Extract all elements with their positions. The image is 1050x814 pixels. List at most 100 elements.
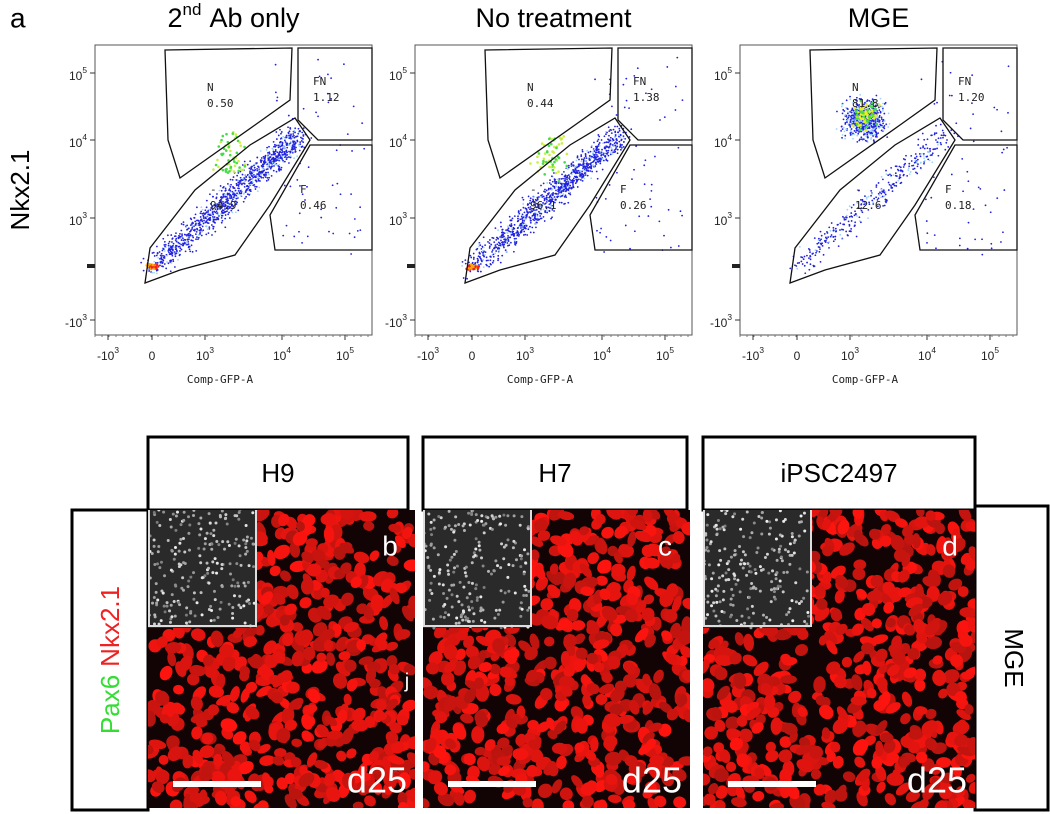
dot <box>617 134 620 136</box>
dot <box>883 112 886 115</box>
dot <box>828 246 830 249</box>
dot <box>612 128 615 131</box>
dot <box>266 168 269 170</box>
nucleus <box>305 538 318 547</box>
dot <box>211 215 214 218</box>
dot <box>949 71 952 74</box>
dot <box>184 250 187 253</box>
dot <box>557 143 561 146</box>
dot <box>616 125 619 128</box>
dot <box>537 219 539 222</box>
dot <box>856 129 859 132</box>
dot <box>619 143 622 146</box>
dot <box>479 252 481 255</box>
dot <box>852 203 855 206</box>
dot <box>228 207 231 209</box>
header-label: H7 <box>538 458 571 488</box>
dot <box>281 158 284 160</box>
inset-nucleus <box>237 544 241 548</box>
y-tick-label: 105 <box>714 65 732 83</box>
dot <box>272 169 275 172</box>
dot <box>533 217 536 219</box>
y-tick-label: -103 <box>710 312 732 330</box>
nucleus <box>346 678 358 692</box>
dot <box>228 188 231 190</box>
dot <box>873 197 876 200</box>
dot <box>302 138 304 140</box>
dot <box>531 210 534 213</box>
dot <box>501 236 503 239</box>
dot <box>240 168 243 172</box>
dot <box>195 219 198 222</box>
dot <box>253 166 256 169</box>
x-tick-label: 0 <box>469 349 476 363</box>
dot <box>547 188 550 191</box>
dot <box>565 164 569 168</box>
dot <box>236 196 239 198</box>
dot <box>609 128 612 131</box>
dot <box>866 133 869 136</box>
gate-value: 1.12 <box>313 91 340 104</box>
x-tick-label: 103 <box>196 345 214 363</box>
dot <box>243 185 246 188</box>
dot <box>226 192 229 195</box>
dot <box>894 172 897 175</box>
dot <box>874 107 878 111</box>
dot <box>825 237 828 240</box>
dot <box>619 146 621 148</box>
dot <box>809 263 812 266</box>
y-tick-label-base: 10 <box>69 214 83 228</box>
inset-nucleus <box>244 545 248 549</box>
nucleus <box>385 641 398 651</box>
dot <box>205 206 208 209</box>
dot <box>228 205 230 208</box>
dot <box>191 228 193 230</box>
dot <box>507 225 509 228</box>
dot <box>491 249 494 252</box>
dot <box>331 184 334 187</box>
dot <box>189 250 192 253</box>
dot <box>861 104 864 106</box>
dot <box>856 126 858 129</box>
dot <box>264 176 267 178</box>
dot <box>583 157 586 159</box>
dot <box>222 193 225 196</box>
dot <box>829 229 832 232</box>
dot <box>654 155 656 158</box>
dot <box>569 164 572 167</box>
dot <box>581 179 584 182</box>
dot <box>252 171 255 174</box>
dot <box>607 154 610 157</box>
dot <box>622 131 625 134</box>
gate-value: 0.46 <box>300 199 327 212</box>
dot <box>506 242 509 244</box>
dot <box>564 175 567 178</box>
dot <box>476 257 479 260</box>
dot <box>489 255 492 258</box>
dot <box>618 140 621 143</box>
gate-value: 0.44 <box>527 97 554 110</box>
dot <box>294 142 297 144</box>
dot <box>521 221 524 224</box>
inset-nucleus <box>200 613 204 617</box>
dot <box>263 162 265 164</box>
dot <box>246 193 249 196</box>
dot <box>216 212 218 215</box>
dot <box>255 176 257 179</box>
nucleus <box>311 549 325 562</box>
dot <box>274 63 277 66</box>
nucleus <box>352 801 364 808</box>
nucleus <box>389 587 400 605</box>
dot <box>940 134 943 137</box>
dot <box>477 255 480 258</box>
dot <box>843 217 846 219</box>
nucleus <box>363 521 375 531</box>
dot <box>599 162 602 165</box>
dot <box>283 150 286 153</box>
dot <box>1007 65 1010 68</box>
title-base: 2 <box>167 3 182 33</box>
nucleus <box>300 578 314 595</box>
dot <box>824 241 827 244</box>
inset-nucleus <box>213 598 217 602</box>
dot <box>162 237 165 240</box>
